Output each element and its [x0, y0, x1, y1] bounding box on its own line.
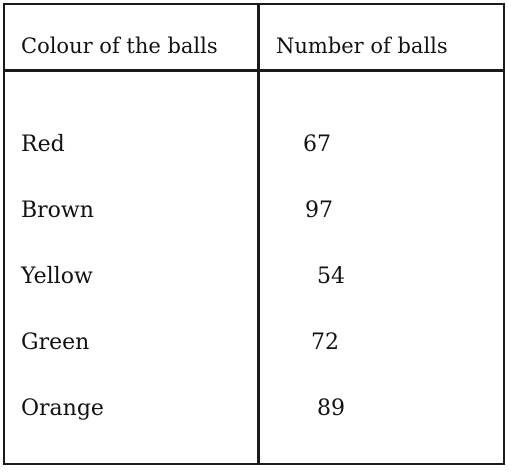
cell-number-yellow: 54 — [317, 264, 345, 289]
cell-colour-yellow: Yellow — [21, 264, 93, 289]
data-table: Colour of the balls Number of balls Red … — [3, 3, 505, 465]
cell-number-green: 72 — [311, 330, 339, 355]
cell-colour-green: Green — [21, 330, 90, 355]
cell-colour-orange: Orange — [21, 396, 104, 421]
cell-colour-brown: Brown — [21, 198, 94, 223]
cell-number-red: 67 — [303, 132, 331, 157]
cell-number-brown: 97 — [305, 198, 333, 223]
header-colour: Colour of the balls — [21, 34, 218, 58]
cell-colour-red: Red — [21, 132, 65, 157]
column-divider — [257, 5, 260, 463]
cell-number-orange: 89 — [317, 396, 345, 421]
header-number: Number of balls — [276, 34, 448, 58]
header-divider — [5, 69, 503, 72]
